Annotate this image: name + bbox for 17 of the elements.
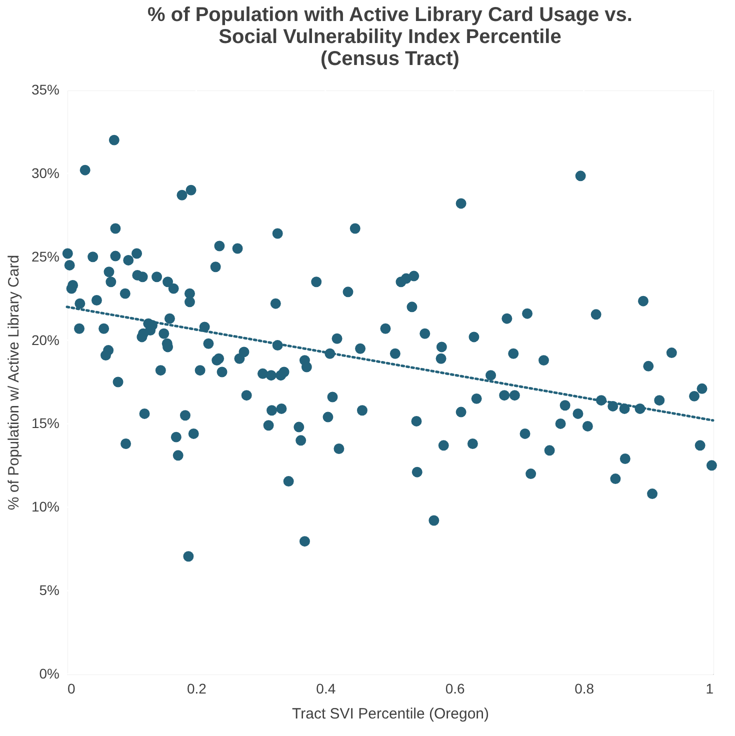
- x-tick-label: 0.4: [316, 680, 336, 696]
- x-tick-label: 0.6: [445, 680, 466, 696]
- x-axis-title: Tract SVI Percentile (Oregon): [292, 706, 490, 722]
- y-axis-title: % of Population w/ Active Library Card: [5, 254, 22, 510]
- chart-title: % of Population with Active Library Card Usage vs. Social Vulnerability Index Percentile (Census Tract): [148, 4, 632, 70]
- x-tick-label: 0: [68, 680, 76, 696]
- x-tick-label: 0.8: [574, 680, 594, 696]
- y-tick-label: 15%: [31, 415, 60, 432]
- y-tick-label: 25%: [31, 248, 60, 264]
- y-tick-label: 30%: [31, 164, 60, 181]
- y-tick-label: 20%: [31, 332, 60, 348]
- y-tick-label: 5%: [39, 582, 60, 598]
- x-tick-label: 0.2: [186, 680, 207, 696]
- y-tick-label: 0%: [39, 666, 60, 682]
- y-tick-label: 10%: [31, 498, 60, 515]
- x-tick-label: 1: [706, 680, 714, 696]
- y-tick-label: 35%: [31, 82, 60, 98]
